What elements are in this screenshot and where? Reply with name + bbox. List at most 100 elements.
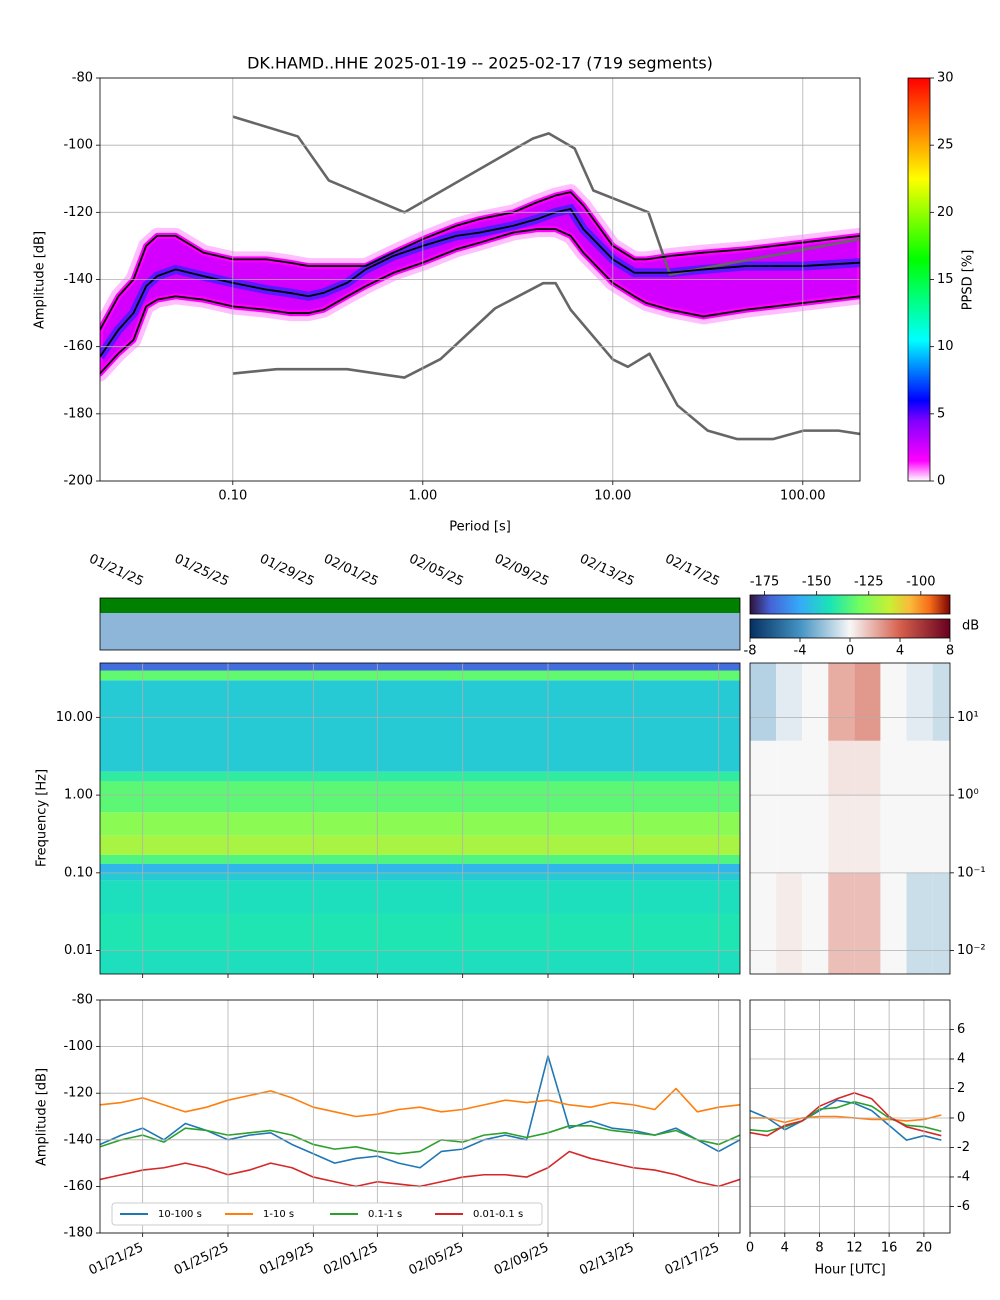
heatmap-cell: [906, 872, 933, 974]
x-tick-label: 100.00: [780, 489, 826, 504]
y-tick-label: -6: [957, 1199, 970, 1214]
heatmap-cell: [750, 740, 777, 796]
x-axis-label: Period [s]: [449, 520, 511, 535]
y-tick-label: -120: [63, 1086, 93, 1101]
heatmap-cell: [802, 795, 829, 873]
y-tick-label: -4: [957, 1169, 970, 1184]
y-tick-label: 0.10: [64, 865, 93, 880]
x-tick-label: 20: [916, 1241, 933, 1256]
colorbar-tick-label: -8: [744, 644, 757, 659]
y-tick-label: -160: [63, 1179, 93, 1194]
colorbar-label: PPSD [%]: [961, 250, 976, 311]
colorbar-tick-label: -4: [794, 644, 807, 659]
heatmap-cell: [776, 795, 803, 873]
legend-label: 1-10 s: [263, 1209, 294, 1220]
x-tick-label: 12: [846, 1241, 863, 1256]
heatmap-band: [100, 913, 740, 951]
colorbar-tick-label: -175: [750, 575, 780, 590]
y-tick-label: 10⁻¹: [957, 865, 986, 880]
gap-bar: [100, 613, 740, 650]
series-line: [232, 115, 860, 276]
heatmap-cell: [854, 795, 881, 873]
heatmap-band: [100, 812, 740, 836]
y-tick-label: -140: [63, 272, 93, 287]
y-tick-label: 10⁻²: [957, 943, 986, 958]
y-tick-label: 0: [957, 1110, 965, 1125]
heatmap-cell: [802, 663, 829, 741]
heatmap-cell: [828, 872, 855, 974]
availability-bar: [100, 598, 740, 613]
heatmap-band: [100, 680, 740, 772]
colorbar-tick-label: 8: [946, 644, 954, 659]
heatmap-cell: [932, 740, 950, 796]
x-tick-label: 0.10: [218, 489, 247, 504]
x-tick-label: 1.00: [408, 489, 437, 504]
series-line: [750, 1114, 942, 1124]
y-tick-label: 0.01: [64, 943, 93, 958]
heatmap-cell: [906, 740, 933, 796]
colorbar-tick-label: 15: [937, 272, 954, 287]
legend-label: 10-100 s: [158, 1209, 202, 1220]
heatmap-cell: [750, 795, 777, 873]
y-axis-label: Amplitude [dB]: [35, 1068, 50, 1166]
y-tick-label: -2: [957, 1140, 970, 1155]
x-tick-label: 0: [746, 1241, 754, 1256]
chart-title: DK.HAMD..HHE 2025-01-19 -- 2025-02-17 (7…: [247, 54, 713, 73]
heatmap-band: [100, 950, 740, 974]
axes-frame: [99, 662, 741, 975]
heatmap-cell: [828, 795, 855, 873]
x-tick-label: 4: [781, 1241, 789, 1256]
heatmap-cell: [750, 663, 777, 741]
y-tick-label: 10.00: [56, 710, 93, 725]
y-tick-label: -120: [63, 205, 93, 220]
colorbar-tick-label: 0: [846, 644, 854, 659]
heatmap-cell: [828, 663, 855, 741]
colorbar-tick-label: -125: [854, 575, 884, 590]
heatmap-band: [100, 670, 740, 681]
heatmap-cell: [906, 663, 933, 741]
y-tick-label: -100: [63, 138, 93, 153]
legend-box: [111, 1202, 543, 1226]
availability-frame: [99, 597, 741, 651]
heatmap-band: [100, 872, 740, 881]
heatmap-cell: [750, 872, 777, 974]
y-tick-label: 4: [957, 1051, 965, 1066]
colorbar-tick-label: 10: [937, 339, 954, 354]
heatmap-band: [100, 854, 740, 864]
x-tick-label: 10.00: [594, 489, 631, 504]
x-tick-label: 16: [881, 1241, 898, 1256]
heatmap-band: [100, 771, 740, 782]
heatmap-band: [100, 663, 740, 671]
heatmap-cell: [776, 663, 803, 741]
y-tick-label: 1.00: [64, 788, 93, 803]
heatmap-band: [100, 835, 740, 855]
colorbar-tick-label: 5: [937, 406, 945, 421]
heatmap-cell: [880, 872, 907, 974]
colorbar: [907, 77, 931, 482]
axes-frame: [749, 662, 951, 975]
heatmap-cell: [880, 795, 907, 873]
colorbar: [749, 618, 951, 639]
y-tick-label: -80: [72, 71, 93, 86]
legend-label: 0.1-1 s: [368, 1209, 402, 1220]
heatmap-cell: [854, 740, 881, 796]
colorbar-tick-label: 0: [937, 474, 945, 489]
y-tick-label: -160: [63, 339, 93, 354]
y-tick-label: 10¹: [957, 710, 979, 725]
plot-area: [750, 1092, 942, 1141]
colorbar-tick-label: 30: [937, 71, 954, 86]
y-tick-label: 10⁰: [957, 788, 979, 803]
colorbar-tick-label: -100: [906, 575, 936, 590]
y-tick-label: -80: [72, 993, 93, 1008]
y-tick-label: -180: [63, 406, 93, 421]
y-tick-label: -100: [63, 1039, 93, 1054]
heatmap-cell: [776, 740, 803, 796]
x-axis-label: Hour [UTC]: [814, 1263, 885, 1278]
series-line: [750, 1092, 942, 1137]
colorbar-tick-label: -150: [802, 575, 832, 590]
y-axis-label: Amplitude [dB]: [33, 231, 48, 329]
axes-frame: [99, 77, 861, 482]
heatmap-cell: [932, 872, 950, 974]
